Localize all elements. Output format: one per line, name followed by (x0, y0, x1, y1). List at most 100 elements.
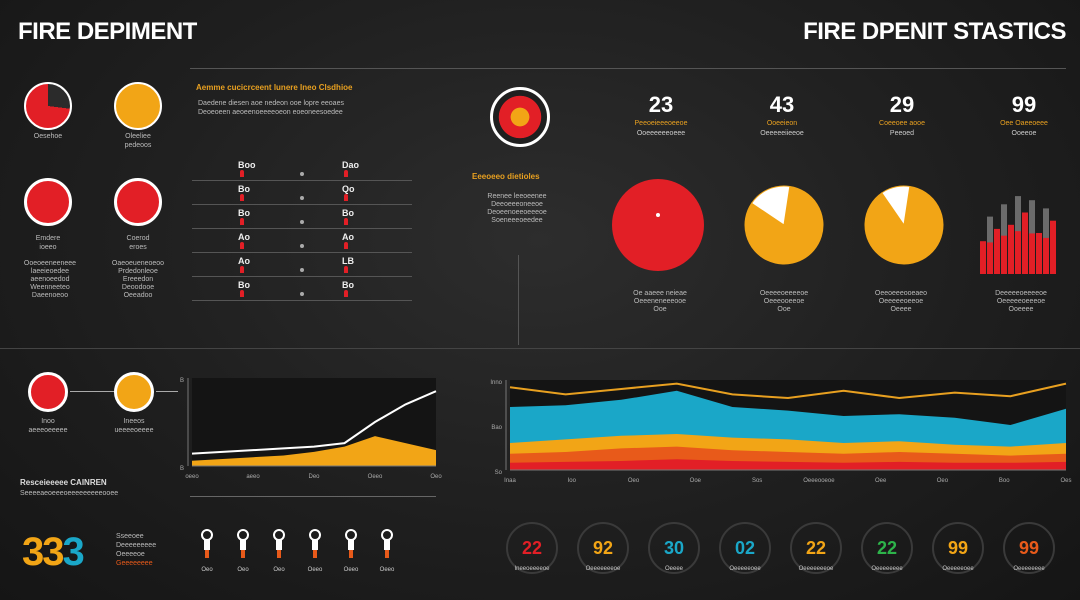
pie-note-line: Ooeeee (1008, 306, 1034, 313)
row-dot (300, 196, 304, 200)
dispatch-subtitle-line: Deoeoeen aeoeenoeeeeoeon eoeoneesoedee (198, 109, 343, 116)
bar-overlay (987, 242, 993, 274)
x-tick-label: Oeo (430, 474, 442, 480)
hydrant-body (240, 540, 246, 550)
row-right-value: LB (342, 256, 354, 266)
note-line: Weenneeteo (30, 284, 70, 291)
stat-value: 23 (648, 92, 674, 117)
target-line: Deoeenoeeoeeeoe (487, 209, 547, 216)
pie-note-line: Ooe (777, 306, 791, 313)
bar-overlay (1043, 237, 1049, 274)
hydrant-label: Oeo (237, 567, 249, 573)
bar-overlay (1029, 233, 1035, 274)
dispatch-row: Ao LB (192, 256, 412, 278)
pie-slice (750, 185, 791, 226)
stat-line1: Peeoeieeeoeeoe (634, 120, 688, 127)
hydrant-cap (345, 529, 357, 541)
fire-icon (240, 266, 244, 273)
right-area-plot: Inaa Ioo Oeo Ooe Sos Oeeeooeoe Oee Oeo Boo Oes Inn… (490, 380, 1072, 484)
hydrant-body (384, 540, 390, 550)
section-subtitle: Seeeeaeoeeeoeeeeeeeeeooee (20, 490, 119, 497)
target-line: Deeoeeeoneeoe (491, 201, 543, 208)
bar (1008, 224, 1014, 274)
stat-line1: Oee Oaeeoeee (1000, 120, 1048, 127)
hydrant-cap (309, 529, 321, 541)
right-area-chart: Inaa Ioo Oeo Ooe Sos Oeeeooeoe Oee Oeo Boo Oes Inn… (490, 380, 1072, 484)
row-left-value: Boo (238, 160, 256, 170)
x-tick-label: Inaa (504, 478, 516, 484)
kpi-connector (70, 391, 114, 392)
metric-ring-label: Oeeeeeoee (729, 566, 761, 572)
x-tick-label: Oeeo (368, 474, 383, 480)
x-tick-label: Oeo (628, 478, 640, 484)
metric-ring: 99 (932, 522, 984, 574)
x-tick-label: Oeo (937, 478, 949, 484)
connector-line (518, 255, 519, 345)
kpi-ring-orange (114, 372, 154, 412)
line-series (191, 390, 437, 455)
fire-icon (344, 194, 348, 201)
x-tick-label: Sos (752, 478, 762, 484)
pie-slice (881, 185, 911, 227)
x-tick-label: Oee (875, 478, 887, 484)
kpi-sub: aeeeoeeeee (28, 427, 68, 434)
x-tick-label: aeeo (246, 474, 260, 480)
hydrant-body (348, 540, 354, 550)
bar (980, 241, 986, 274)
hydrant-cap (381, 529, 393, 541)
hydrant-flame (205, 550, 209, 558)
metric-ring: 22 (506, 522, 558, 574)
pie-note: Oeeeeoeeeeoe Oeeeooeeoe Ooe (729, 290, 839, 314)
row-left-value: Bo (238, 280, 250, 290)
kpi-label: Oleeliee (125, 133, 151, 140)
row-rule (192, 180, 412, 181)
row-rule (192, 252, 412, 253)
pie-slice (612, 179, 704, 271)
pie-note-line: Deeeeeoeeeeoe (995, 290, 1047, 297)
hydrant-flame (313, 550, 317, 558)
hydrant-icon (381, 529, 393, 558)
dispatch-subtitle: Daedene diesen aoe nedeon ooe lopre eeoa… (198, 99, 344, 117)
kpi-sub: ueeeeoeeee (114, 427, 154, 434)
bar (1050, 220, 1056, 274)
bar (994, 228, 1000, 274)
note-line: Prdedonleoe (118, 268, 158, 275)
stat-line2: Peeoed (889, 130, 915, 137)
pie-note-line: Oeeeooeeoe (763, 298, 805, 305)
row-right-value: Bo (342, 280, 354, 290)
kpi-label: Oesehoe (33, 133, 63, 140)
big-number-digit: 3 (62, 530, 85, 574)
kpi-sub: eroes (129, 244, 147, 251)
row-left-value: Ao (238, 232, 250, 242)
kpi-ring-red (28, 372, 68, 412)
kpi-label: Ineeos (123, 418, 145, 425)
bar-overlay (1001, 235, 1007, 274)
header-divider (190, 68, 1066, 69)
pie-note-line: Oeeeeeoeeoe (878, 298, 924, 305)
fire-icon (344, 218, 348, 225)
dispatch-row: Bo Qo (192, 184, 412, 206)
pie-note-line: Oeeeeeoeeeoe (996, 298, 1046, 305)
hydrant-icon (201, 529, 213, 558)
row-left-value: Ao (238, 256, 250, 266)
pie-chart-orange (864, 185, 944, 265)
note-line: Oaeoeueneoeoo (111, 260, 165, 267)
y-tick-label: Inno (490, 380, 502, 386)
row-dot (300, 244, 304, 248)
hydrant-icon (345, 529, 357, 558)
kpi-connector (156, 391, 178, 392)
row-dot (300, 172, 304, 176)
fire-icon (240, 194, 244, 201)
dispatch-title: Aemme cucicrceent lunere Ineo Clsdhioe (196, 83, 353, 92)
kpi-ring-red (114, 178, 162, 226)
kpi-label: Inoo (41, 418, 55, 425)
kpi-pie-red (24, 82, 72, 130)
fire-icon (240, 290, 244, 297)
target-title: Eeeoeeo dietioles (472, 172, 540, 181)
pie-note-line: Oeeeneneeeooe (633, 298, 687, 305)
note-line: Daeenoeoo (31, 292, 69, 299)
hydrant-item: Oeeo (376, 528, 398, 578)
hydrant-cap (201, 529, 213, 541)
stat-line2: Ooeeeeeeoeee (636, 130, 686, 137)
metric-ring-label: Oeeeeeoee (942, 566, 974, 572)
